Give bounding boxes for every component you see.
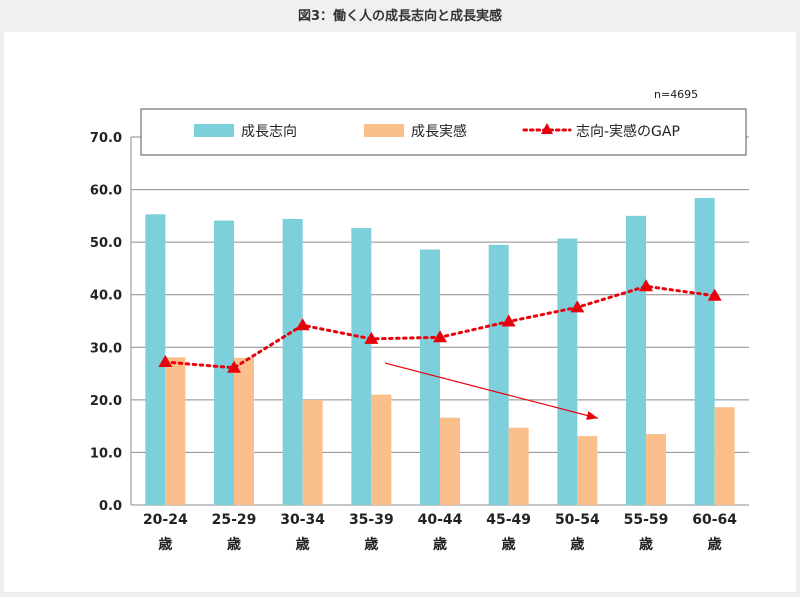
legend-label-growth-orientation: 成長志向 xyxy=(241,124,297,140)
gap-point xyxy=(433,330,447,343)
gap-point xyxy=(158,355,173,368)
x-tick-label: 20-24 xyxy=(143,512,188,528)
bar-growth-orientation xyxy=(626,215,646,505)
bar-growth-feeling xyxy=(577,436,598,505)
y-tick-label: 0.0 xyxy=(99,499,122,514)
legend-swatch-growth-orientation xyxy=(194,124,234,137)
x-tick-suffix: 歳 xyxy=(158,536,172,553)
bar-growth-orientation xyxy=(351,227,372,505)
x-tick-label: 35-39 xyxy=(349,512,394,528)
bar-growth-orientation xyxy=(557,238,578,505)
x-tick-label: 40-44 xyxy=(418,512,463,528)
x-tick-suffix: 歳 xyxy=(502,536,516,553)
y-tick-label: 20.0 xyxy=(90,394,122,409)
legend: 成長志向 成長実感 志向-実感のGAP xyxy=(140,108,747,156)
chart-panel: n=4695 0.0 10.0 20.0 30.0 40.0 50.0 60.0 70.0 20… xyxy=(4,32,796,592)
x-tick-suffix: 歳 xyxy=(708,536,722,553)
bar-growth-feeling xyxy=(440,417,460,505)
legend-marker-gap xyxy=(541,123,553,134)
bar-growth-feeling xyxy=(302,399,323,505)
bar-growth-orientation xyxy=(694,197,715,506)
bars xyxy=(145,197,735,506)
y-tick-label: 60.0 xyxy=(90,184,122,199)
gap-point xyxy=(707,288,722,301)
trend-arrow-head xyxy=(586,411,598,420)
x-tick-label: 55-59 xyxy=(624,512,669,528)
x-tick-label: 25-29 xyxy=(212,512,257,528)
figure-title: 図3：働く人の成長志向と成長実感 xyxy=(297,9,503,24)
bar-growth-orientation xyxy=(214,220,234,506)
legend-swatch-growth-feeling xyxy=(364,124,404,137)
x-tick-label: 30-34 xyxy=(280,512,325,528)
trend-arrow-line xyxy=(384,362,599,419)
legend-label-gap: 志向-実感のGAP xyxy=(576,123,680,140)
x-tick-suffix: 歳 xyxy=(433,536,447,553)
bar-growth-orientation xyxy=(282,219,303,506)
gap-point xyxy=(227,360,241,373)
y-tick-label: 30.0 xyxy=(90,341,122,356)
bar-growth-orientation xyxy=(488,244,509,505)
sample-size-label: n=4695 xyxy=(654,88,699,101)
bar-growth-feeling xyxy=(234,357,254,505)
y-tick-label: 70.0 xyxy=(90,131,122,146)
bar-growth-orientation xyxy=(420,249,440,505)
bar-growth-feeling xyxy=(646,434,666,505)
y-tick-label: 40.0 xyxy=(90,289,122,304)
chart: 0.0 10.0 20.0 30.0 40.0 50.0 60.0 70.0 20-24 歳 25-… xyxy=(90,108,749,553)
x-tick-label: 45-49 xyxy=(486,512,531,528)
x-tick-suffix: 歳 xyxy=(570,536,584,553)
axes: 0.0 10.0 20.0 30.0 40.0 50.0 60.0 70.0 20-24 歳 25-… xyxy=(90,131,737,553)
bar-growth-feeling xyxy=(371,394,392,505)
gap-point xyxy=(639,279,653,292)
bar-growth-orientation xyxy=(145,214,166,505)
legend-label-growth-feeling: 成長実感 xyxy=(411,123,467,140)
y-tick-label: 50.0 xyxy=(90,236,122,251)
gap-point xyxy=(364,331,379,344)
x-tick-label: 50-54 xyxy=(555,512,600,528)
gap-point xyxy=(570,300,585,313)
x-tick-suffix: 歳 xyxy=(364,536,378,553)
gap-point xyxy=(501,314,516,327)
x-tick-suffix: 歳 xyxy=(296,536,310,553)
bar-growth-feeling xyxy=(508,427,529,505)
legend-box xyxy=(140,108,747,156)
x-tick-suffix: 歳 xyxy=(227,536,241,553)
bar-growth-feeling xyxy=(714,407,735,505)
gap-point xyxy=(295,318,310,331)
bar-growth-feeling xyxy=(165,357,186,505)
x-tick-label: 60-64 xyxy=(692,512,737,528)
y-tick-label: 10.0 xyxy=(90,446,122,461)
gap-line xyxy=(158,279,722,420)
x-tick-suffix: 歳 xyxy=(639,536,653,553)
